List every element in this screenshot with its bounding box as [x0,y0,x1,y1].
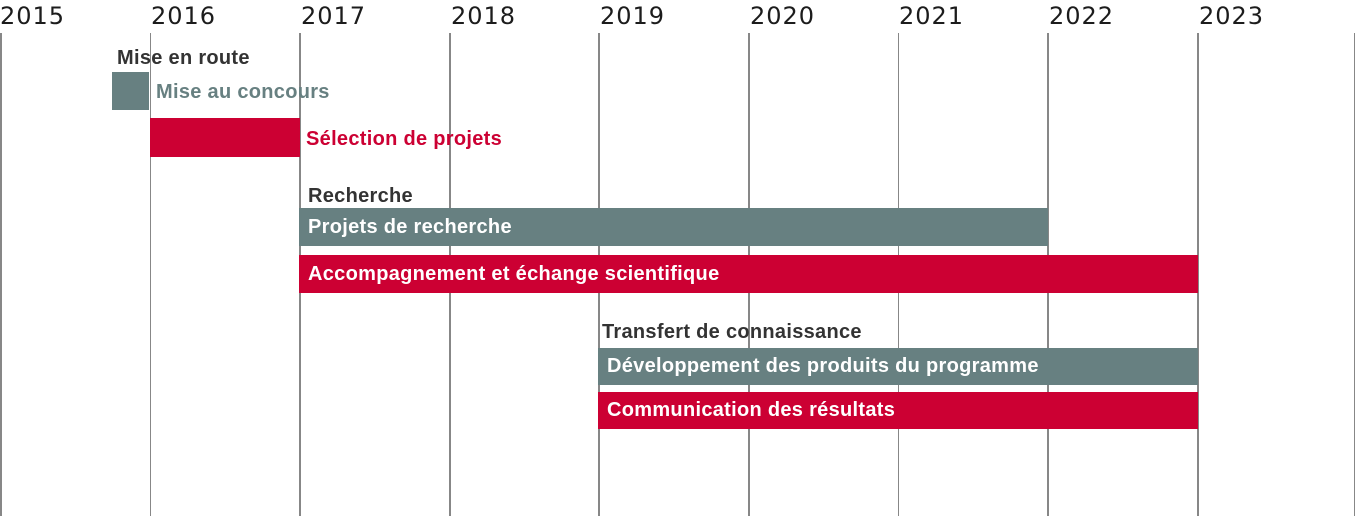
bar-projets-de-recherche: Projets de recherche [299,208,1048,246]
axis-year-2018: 2018 [451,2,517,30]
bar-label-projets-de-recherche: Projets de recherche [308,215,512,238]
axis-year-2020: 2020 [750,2,816,30]
bar-mise-au-concours [112,72,149,110]
chart-right-border [1353,33,1355,516]
group-label-mise-en-route: Mise en route [117,47,250,69]
bar-label-mise-au-concours: Mise au concours [156,81,330,103]
bar-label-communication: Communication des résultats [607,399,896,421]
bar-communication: Communication des résultats [598,392,1198,429]
axis-year-2016: 2016 [151,2,217,30]
bar-label-selection-de-projets: Sélection de projets [306,128,503,150]
axis-year-2021: 2021 [899,2,965,30]
bar-developpement: Développement des produits du programme [598,348,1198,385]
gridline-2016 [149,33,151,516]
axis-year-2015: 2015 [0,2,66,30]
group-label-transfert: Transfert de connaissance [602,321,862,343]
group-label-recherche: Recherche [308,185,413,207]
axis-year-2019: 2019 [600,2,666,30]
axis-year-2017: 2017 [301,2,367,30]
bar-label-accompagnement: Accompagnement et échange scientifique [308,262,720,285]
bar-accompagnement: Accompagnement et échange scientifique [299,255,1198,293]
axis-year-2022: 2022 [1049,2,1115,30]
axis-year-2023: 2023 [1199,2,1265,30]
gridline-2015 [0,33,2,516]
bar-label-developpement: Développement des produits du programme [607,355,1039,377]
bar-selection-de-projets [149,118,300,157]
